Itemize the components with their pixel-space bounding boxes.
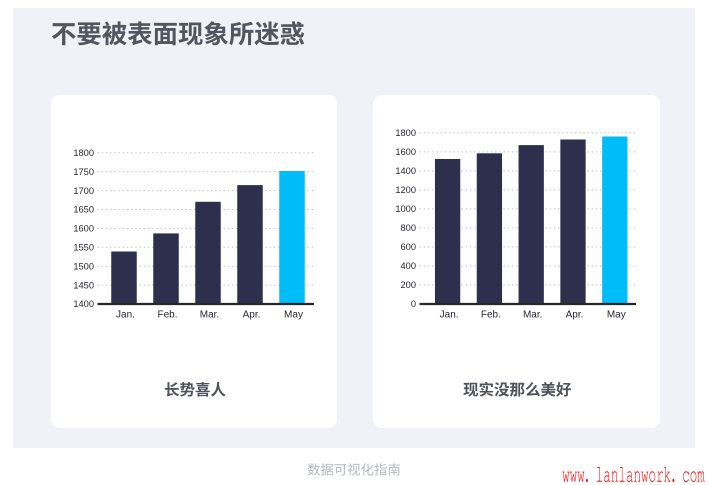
svg-text:1750: 1750: [73, 167, 94, 177]
svg-text:1000: 1000: [395, 204, 416, 214]
svg-text:800: 800: [400, 223, 416, 233]
svg-text:Jan.: Jan.: [440, 309, 459, 320]
svg-text:1800: 1800: [395, 128, 416, 138]
svg-text:Apr.: Apr.: [243, 309, 261, 320]
svg-text:1450: 1450: [73, 280, 94, 290]
svg-text:1800: 1800: [73, 148, 94, 158]
svg-text:1200: 1200: [395, 185, 416, 195]
svg-text:1700: 1700: [73, 186, 94, 196]
svg-text:1600: 1600: [73, 224, 94, 234]
svg-text:1400: 1400: [395, 166, 416, 176]
svg-text:May: May: [607, 309, 626, 320]
svg-text:400: 400: [400, 261, 416, 271]
svg-text:1650: 1650: [73, 205, 94, 215]
svg-text:200: 200: [400, 280, 416, 290]
svg-text:Feb.: Feb.: [157, 309, 177, 320]
svg-text:Apr.: Apr.: [566, 309, 584, 320]
svg-text:1600: 1600: [395, 147, 416, 157]
svg-text:May: May: [284, 309, 303, 320]
svg-text:1500: 1500: [73, 261, 94, 271]
svg-text:Jan.: Jan.: [116, 309, 135, 320]
svg-text:Mar.: Mar.: [523, 309, 542, 320]
svg-text:1400: 1400: [73, 299, 94, 309]
svg-text:600: 600: [400, 242, 416, 252]
svg-text:1550: 1550: [73, 243, 94, 253]
svg-text:Mar.: Mar.: [200, 309, 219, 320]
svg-text:Feb.: Feb.: [481, 309, 501, 320]
svg-text:0: 0: [411, 299, 416, 309]
